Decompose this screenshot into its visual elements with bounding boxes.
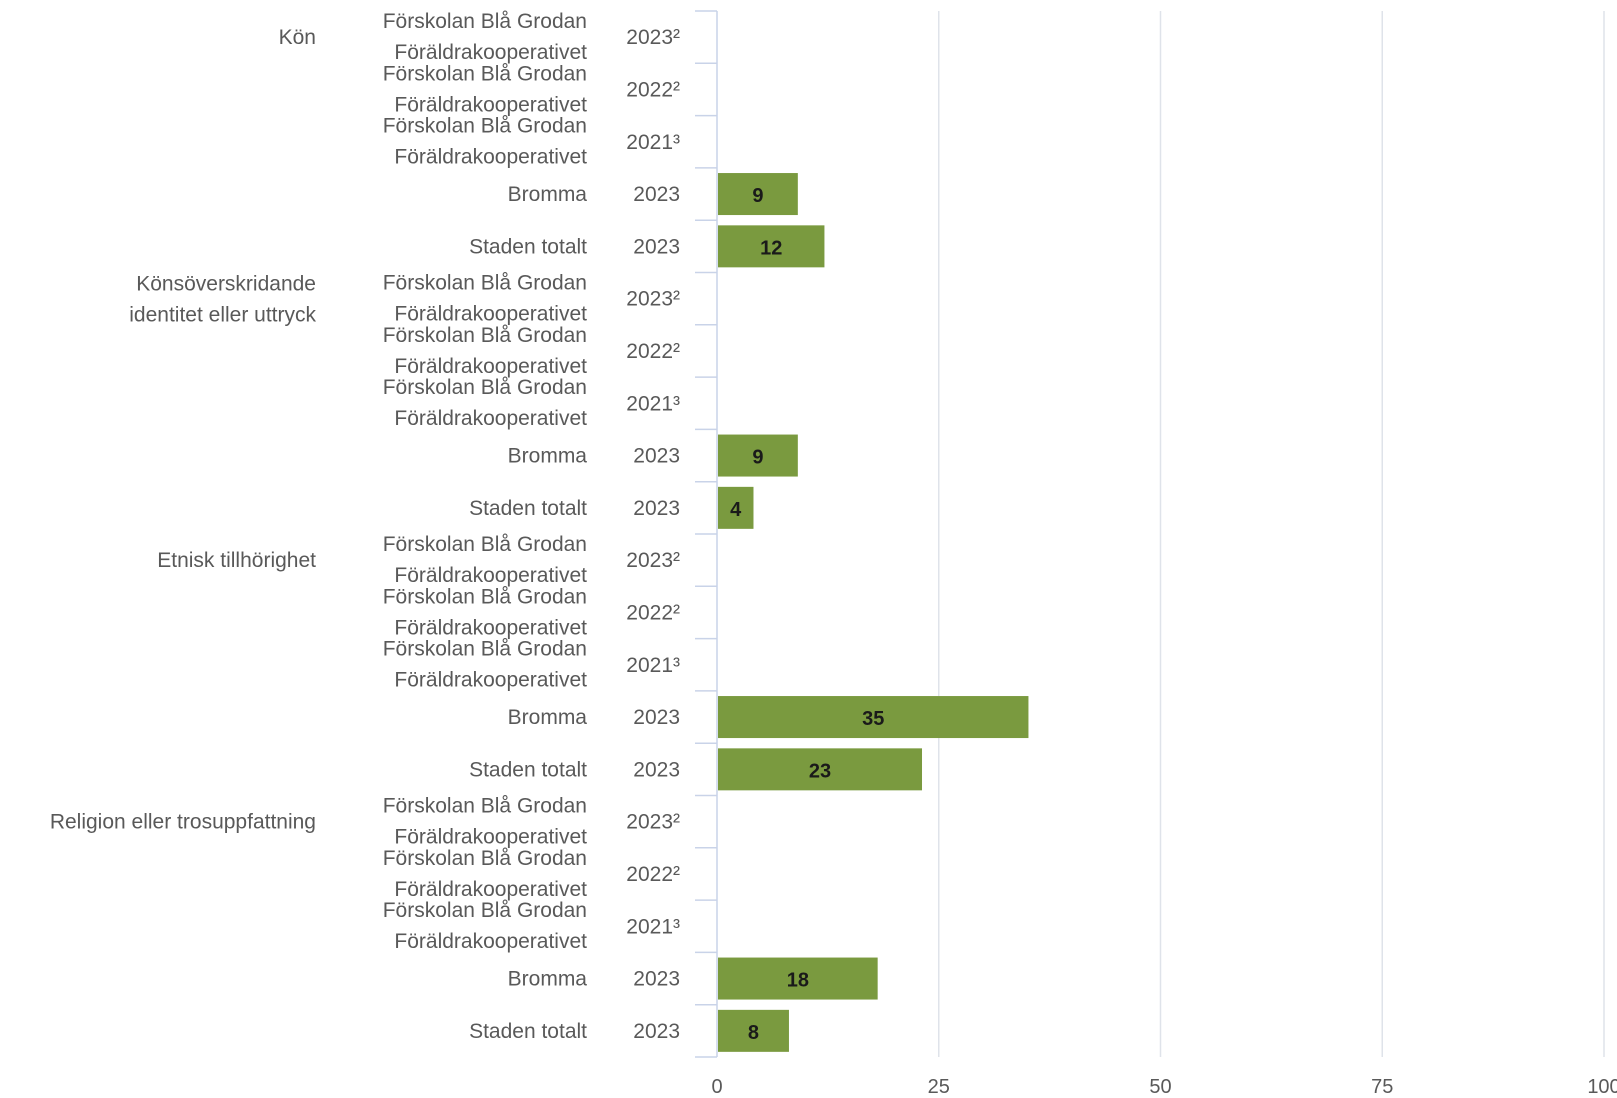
row-year-label: 2022²: [626, 863, 680, 886]
x-tick-label: 75: [1371, 1076, 1393, 1098]
row-year-label: 2023²: [626, 549, 680, 572]
row-year-label: 2023: [633, 183, 680, 206]
row-year-label: 2023: [633, 706, 680, 729]
bar-value-label: 4: [730, 499, 742, 521]
bar-value-label: 35: [862, 708, 884, 730]
row-name-label: Förskolan Blå Grodan Föräldrakooperativet: [383, 795, 587, 849]
x-tick-label: 0: [711, 1076, 722, 1098]
row-name-label: Förskolan Blå Grodan Föräldrakooperativet: [383, 115, 587, 169]
row-name-label: Bromma: [508, 445, 588, 468]
bar: [718, 696, 1029, 739]
row-year-label: 2022²: [626, 340, 680, 363]
x-tick-label: 25: [928, 1076, 950, 1098]
row-year-label: 2023²: [626, 288, 680, 311]
row-name-label: Förskolan Blå Grodan Föräldrakooperativet: [383, 638, 587, 692]
row-name-label: Bromma: [508, 968, 588, 991]
bar: [718, 225, 825, 268]
row-name-label: Förskolan Blå Grodan Föräldrakooperativet: [383, 324, 587, 378]
row-name-label: Staden totalt: [469, 497, 587, 520]
row-name-label: Staden totalt: [469, 235, 587, 258]
row-name-label: Förskolan Blå Grodan Föräldrakooperativet: [383, 533, 587, 587]
bar: [718, 748, 923, 791]
bar: [718, 1009, 789, 1052]
x-tick-label: 100: [1587, 1076, 1617, 1098]
row-year-label: 2021³: [626, 131, 680, 154]
row-name-label: Förskolan Blå Grodan Föräldrakooperativet: [383, 62, 587, 116]
bar-value-label: 12: [760, 237, 782, 259]
row-year-label: 2023: [633, 968, 680, 991]
row-name-label: Förskolan Blå Grodan Föräldrakooperativet: [383, 899, 587, 953]
bar-value-label: 18: [787, 970, 809, 992]
group-label: Religion eller trosuppfattning: [50, 811, 316, 834]
row-year-label: 2023: [633, 445, 680, 468]
bar: [718, 434, 798, 477]
bar: [718, 173, 798, 216]
row-name-label: Förskolan Blå Grodan Föräldrakooperativet: [383, 585, 587, 639]
row-name-label: Förskolan Blå Grodan Föräldrakooperativet: [383, 272, 587, 326]
row-year-label: 2023: [633, 235, 680, 258]
bar-value-label: 23: [809, 760, 831, 782]
row-year-label: 2023²: [626, 26, 680, 49]
x-tick-label: 50: [1149, 1076, 1171, 1098]
row-year-label: 2021³: [626, 654, 680, 677]
group-label: Etnisk tillhörighet: [157, 549, 316, 572]
row-year-label: 2022²: [626, 78, 680, 101]
group-label: Könsöverskridande identitet eller uttryck: [129, 273, 316, 327]
row-name-label: Bromma: [508, 183, 588, 206]
row-name-label: Förskolan Blå Grodan Föräldrakooperativet: [383, 376, 587, 430]
row-year-label: 2023: [633, 758, 680, 781]
row-year-label: 2021³: [626, 915, 680, 938]
bar-value-label: 9: [752, 185, 763, 207]
bar: [718, 957, 878, 1000]
row-year-label: 2023: [633, 1020, 680, 1043]
row-name-label: Staden totalt: [469, 1020, 587, 1043]
bar: [718, 486, 754, 529]
bar-value-label: 8: [748, 1022, 759, 1044]
row-name-label: Förskolan Blå Grodan Föräldrakooperativet: [383, 10, 587, 64]
row-year-label: 2021³: [626, 392, 680, 415]
row-year-label: 2022²: [626, 601, 680, 624]
row-name-label: Bromma: [508, 706, 588, 729]
row-year-label: 2023²: [626, 811, 680, 834]
row-name-label: Förskolan Blå Grodan Föräldrakooperativet: [383, 847, 587, 901]
group-label: Kön: [279, 26, 316, 49]
row-year-label: 2023: [633, 497, 680, 520]
bar-value-label: 9: [752, 447, 763, 469]
row-name-label: Staden totalt: [469, 758, 587, 781]
